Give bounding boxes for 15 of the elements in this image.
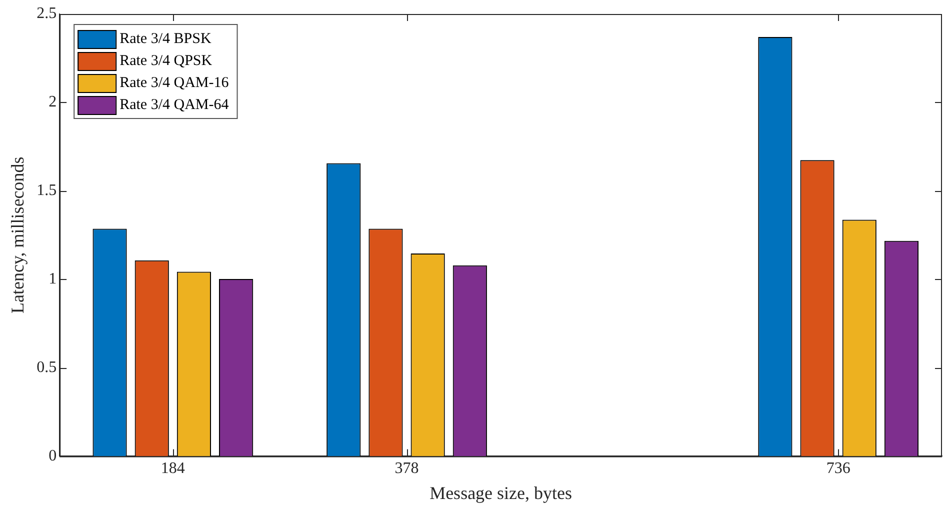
x-tick-label: 736 <box>826 460 850 478</box>
legend-label: Rate 3/4 QAM-64 <box>120 96 230 113</box>
y-tick-label: 1 <box>48 270 57 288</box>
legend-label: Rate 3/4 BPSK <box>120 30 212 47</box>
legend-label: Rate 3/4 QPSK <box>120 52 212 69</box>
y-tick-label: 1.5 <box>36 182 57 200</box>
x-tick-label: 184 <box>160 460 185 478</box>
y-tick-label: 2 <box>48 94 57 111</box>
x-tick-label: 378 <box>394 460 419 478</box>
y-tick-label: 0 <box>48 447 57 464</box>
x-axis-title: Message size, bytes <box>430 482 572 503</box>
y-axis-title: Latency, milliseconds <box>8 156 28 314</box>
y-tick-label: 0.5 <box>36 358 57 376</box>
y-tick-label: 2.5 <box>36 5 57 22</box>
legend-label: Rate 3/4 QAM-16 <box>120 74 230 91</box>
